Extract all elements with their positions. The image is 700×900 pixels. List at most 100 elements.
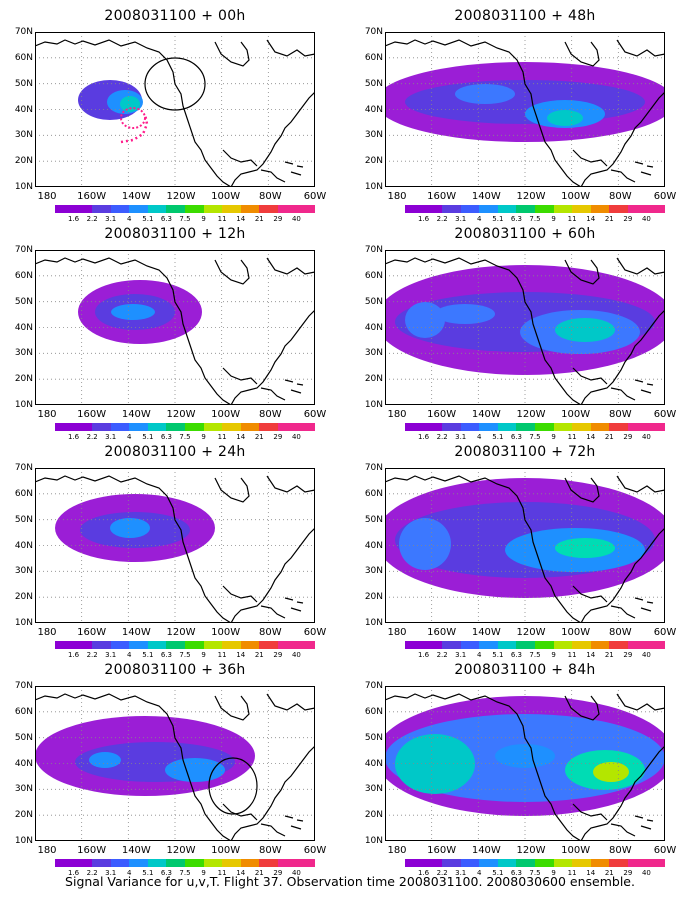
colorbar-swatch [166,205,186,213]
colorbar-swatch [405,205,424,213]
coastline [214,475,315,503]
lon-tick-label: 60W [653,409,677,420]
lon-tick-label: 160W [77,845,107,856]
lat-tick-label: 60N [364,270,383,281]
coastline [580,527,665,623]
coastline [222,149,286,183]
map-svg [35,250,315,405]
lat-tick-label: 60N [364,706,383,717]
panel-00h: 2008031100 + 00h [0,0,350,225]
colorbar-swatch [460,641,480,649]
lon-tick-label: 180 [387,409,407,420]
colorbar-swatch [259,423,278,431]
colorbar-swatch [259,205,278,213]
colorbar-label: 6.3 [510,869,522,877]
colorbar-label: 7.5 [529,869,541,877]
lon-tick-label: 120W [516,409,546,420]
colorbar-swatch [166,641,186,649]
colorbar-swatch [92,423,111,431]
coastline [284,161,304,176]
colorbar-label: 6.3 [510,433,522,441]
lat-tick-label: 40N [14,758,33,769]
colorbar-label: 4 [127,433,132,441]
colorbar-swatch [535,641,554,649]
colorbar-swatch [516,641,536,649]
lat-tick-label: 50N [364,78,383,89]
colorbar-swatch [572,859,591,867]
colorbar-swatch [479,205,498,213]
variance-contour [555,318,615,342]
map-svg [35,686,315,841]
panel-84h: 2008031100 + 84h [350,654,700,879]
coastline [230,527,315,623]
lon-tick-label: 100W [561,191,591,202]
colorbar-swatch [646,641,666,649]
lat-tick-label: 60N [364,52,383,63]
variance-contour [405,302,445,338]
colorbar-label: 9 [201,433,206,441]
lon-tick-label: 140W [471,627,501,638]
lon-tick-label: 60W [653,627,677,638]
lat-tick-label: 40N [364,540,383,551]
colorbar-label: 1.6 [417,215,430,223]
coastline [385,39,582,187]
colorbar-swatch [423,205,443,213]
colorbar-label: 7.5 [529,215,541,223]
lon-tick-label: 100W [561,627,591,638]
coastline [385,475,582,623]
colorbar-label: 9 [551,651,556,659]
colorbar-swatch [185,423,204,431]
colorbar-swatch [479,641,498,649]
colorbar-label: 21 [604,433,614,441]
colorbar-label: 40 [641,869,651,877]
colorbar-swatch [147,641,167,649]
colorbar-swatch [92,205,111,213]
lon-tick-label: 180 [37,409,57,420]
lon-tick-label: 80W [259,627,282,638]
colorbar-swatch [222,205,241,213]
lon-tick-label: 160W [427,191,457,202]
colorbar-swatch [460,423,480,431]
panel-48h: 2008031100 + 48h [350,0,700,225]
colorbar-label: 2.2 [436,651,448,659]
figure-caption: Signal Variance for u,v,T. Flight 37. Ob… [65,874,635,889]
panel-title: 2008031100 + 36h [104,662,246,678]
colorbar-swatch [497,423,517,431]
lon-tick-label: 180 [37,845,57,856]
colorbar-label: 4 [127,869,132,877]
lat-tick-label: 50N [14,78,33,89]
variance-contour [593,762,629,782]
map-p36 [35,686,315,841]
lat-tick-label: 20N [364,374,383,385]
lon-tick-label: 120W [516,627,546,638]
colorbar-swatch [129,859,148,867]
colorbar-swatch [535,205,554,213]
colorbar-swatch [516,205,536,213]
lat-tick-label: 60N [364,488,383,499]
variance-contour [395,734,475,794]
lat-tick-label: 30N [14,566,33,577]
colorbar-swatch [479,423,498,431]
coastline [572,367,636,401]
map-p48 [385,32,665,187]
target-circle [144,57,206,111]
colorbar-swatch [129,423,148,431]
colorbar-label: 7.5 [529,433,541,441]
panel-72h: 2008031100 + 72h [350,436,700,661]
colorbar-label: 5.1 [142,215,154,223]
coastline [222,367,286,401]
lat-tick-label: 60N [14,488,33,499]
colorbar-label: 9 [201,869,206,877]
colorbar-label: 6.3 [160,215,172,223]
lon-tick-label: 120W [166,627,196,638]
panel-title: 2008031100 + 60h [454,226,596,242]
colorbar-swatch [572,205,591,213]
colorbar-label: 4 [127,651,132,659]
lat-tick-label: 10N [14,618,33,628]
lat-tick-label: 30N [364,348,383,359]
lon-tick-label: 60W [303,409,327,420]
coastline [634,597,654,612]
lon-tick-label: 140W [121,409,151,420]
colorbar-swatch [185,859,204,867]
lon-tick-label: 100W [561,409,591,420]
